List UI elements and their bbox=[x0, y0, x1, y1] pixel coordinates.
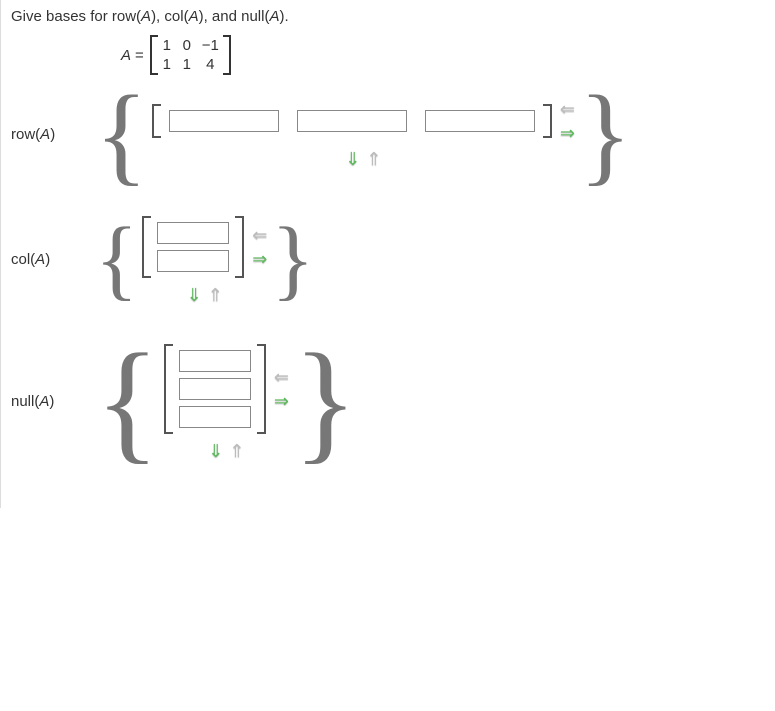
row-vector-entry-3[interactable] bbox=[425, 110, 535, 132]
right-brace-icon: } bbox=[289, 351, 362, 452]
row-a-section: row(A) { ⇐ ⇒ ⇓ bbox=[11, 93, 765, 176]
remove-vector-icon[interactable]: ⇑ bbox=[229, 442, 244, 460]
row-controls: ⇐ ⇒ bbox=[274, 368, 289, 410]
prompt-text: ). bbox=[279, 8, 288, 25]
null-a-label: null(A) bbox=[11, 393, 91, 410]
add-column-icon[interactable]: ⇒ bbox=[560, 124, 575, 142]
null-vector-entry-1[interactable] bbox=[179, 350, 251, 372]
row-controls: ⇐ ⇒ bbox=[252, 226, 267, 268]
null-vector-input bbox=[164, 344, 266, 434]
left-brace-icon: { bbox=[91, 93, 152, 176]
prompt-var: A bbox=[141, 8, 151, 25]
row-vector-entry-2[interactable] bbox=[297, 110, 407, 132]
null-vector-entry-3[interactable] bbox=[179, 406, 251, 428]
remove-vector-icon[interactable]: ⇑ bbox=[366, 150, 381, 168]
column-controls: ⇐ ⇒ bbox=[560, 100, 575, 142]
remove-row-icon[interactable]: ⇐ bbox=[274, 368, 289, 386]
matrix-cell: 0 bbox=[182, 37, 192, 54]
col-vector-input bbox=[142, 216, 244, 278]
vector-count-controls: ⇓ ⇑ bbox=[187, 286, 223, 304]
col-a-label: col(A) bbox=[11, 251, 91, 268]
col-a-section: col(A) { ⇐ ⇒ ⇓ ⇑ bbox=[11, 216, 765, 304]
add-vector-icon[interactable]: ⇓ bbox=[208, 442, 223, 460]
row-vector-input bbox=[152, 104, 552, 138]
left-brace-icon: { bbox=[91, 351, 164, 452]
matrix-definition: A = 1 0 −1 1 1 4 bbox=[121, 35, 765, 75]
prompt-text: ), col( bbox=[151, 8, 189, 25]
add-vector-icon[interactable]: ⇓ bbox=[345, 150, 360, 168]
equals-sign: = bbox=[135, 47, 144, 64]
add-vector-icon[interactable]: ⇓ bbox=[187, 286, 202, 304]
add-row-icon[interactable]: ⇒ bbox=[274, 392, 289, 410]
remove-column-icon[interactable]: ⇐ bbox=[560, 100, 575, 118]
prompt-var: A bbox=[189, 8, 199, 25]
col-vector-entry-1[interactable] bbox=[157, 222, 229, 244]
question-prompt: Give bases for row(A), col(A), and null(… bbox=[11, 8, 765, 25]
matrix-cell: 1 bbox=[162, 37, 172, 54]
col-vector-entry-2[interactable] bbox=[157, 250, 229, 272]
null-vector-entry-2[interactable] bbox=[179, 378, 251, 400]
row-a-label: row(A) bbox=[11, 126, 91, 143]
matrix-cell: 4 bbox=[202, 56, 219, 73]
prompt-text: Give bases for row( bbox=[11, 8, 141, 25]
remove-row-icon[interactable]: ⇐ bbox=[252, 226, 267, 244]
matrix-cell: 1 bbox=[182, 56, 192, 73]
vector-count-controls: ⇓ ⇑ bbox=[208, 442, 244, 460]
row-vector-entry-1[interactable] bbox=[169, 110, 279, 132]
matrix-name: A bbox=[121, 47, 131, 64]
add-row-icon[interactable]: ⇒ bbox=[252, 250, 267, 268]
prompt-text: ), and null( bbox=[199, 8, 270, 25]
vector-count-controls: ⇓ ⇑ bbox=[345, 150, 381, 168]
prompt-var: A bbox=[269, 8, 279, 25]
remove-vector-icon[interactable]: ⇑ bbox=[208, 286, 223, 304]
left-brace-icon: { bbox=[91, 226, 142, 294]
right-brace-icon: } bbox=[267, 226, 318, 294]
matrix-cell: 1 bbox=[162, 56, 172, 73]
right-brace-icon: } bbox=[575, 93, 636, 176]
matrix-A: 1 0 −1 1 1 4 bbox=[150, 35, 231, 75]
null-a-section: null(A) { ⇐ ⇒ ⇓ bbox=[11, 344, 765, 460]
matrix-cell: −1 bbox=[202, 37, 219, 54]
